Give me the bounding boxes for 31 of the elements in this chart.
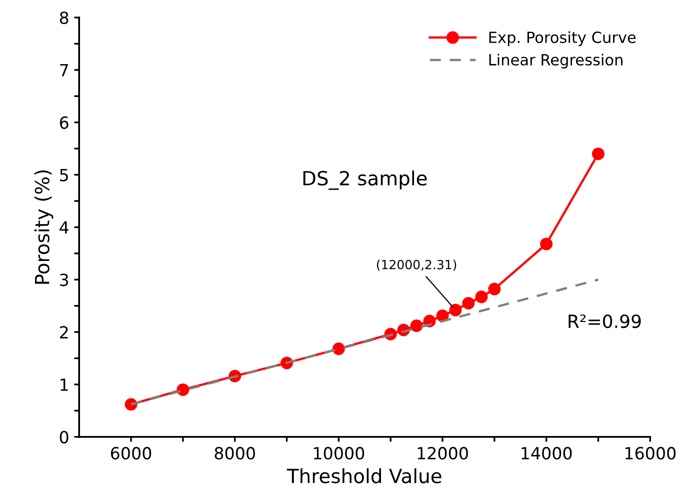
x-tick-label: 10000 xyxy=(314,446,364,460)
point xyxy=(176,383,190,396)
legend-label: Linear Regression xyxy=(489,54,622,68)
point xyxy=(475,290,488,304)
y-tick-label: 0 xyxy=(60,430,68,444)
point xyxy=(592,148,604,160)
y-tick-label: 6 xyxy=(60,116,68,129)
y-tick-label: 2 xyxy=(60,326,68,338)
x-tick-label: 8000 xyxy=(214,446,255,460)
x-axis-title: Threshold Value xyxy=(286,468,442,484)
y-axis-title: Porosity (%) xyxy=(34,170,54,284)
point xyxy=(540,238,553,250)
x-tick-label: 16000 xyxy=(625,446,676,460)
annotation: R²=0.99 xyxy=(568,314,641,328)
annotation: DS_2 sample xyxy=(303,170,427,190)
x-tick-label: 14000 xyxy=(522,446,572,460)
point xyxy=(410,319,423,332)
y-tick-label: 5 xyxy=(60,168,68,182)
y-tick-label: 8 xyxy=(60,11,68,24)
point xyxy=(488,282,501,296)
legend-label: Exp. Porosity Curve xyxy=(489,31,636,46)
x-tick-label: 12000 xyxy=(418,446,468,460)
point xyxy=(449,304,462,316)
y-tick-label: 4 xyxy=(60,221,68,234)
point xyxy=(462,296,475,310)
y-tick-label: 1 xyxy=(60,378,68,391)
y-tick-label: 7 xyxy=(60,64,68,76)
point xyxy=(332,342,345,356)
y-tick-label: 3 xyxy=(60,274,68,286)
x-tick-label: 6000 xyxy=(110,446,152,460)
annotation: (12000,2.31) xyxy=(376,260,456,271)
